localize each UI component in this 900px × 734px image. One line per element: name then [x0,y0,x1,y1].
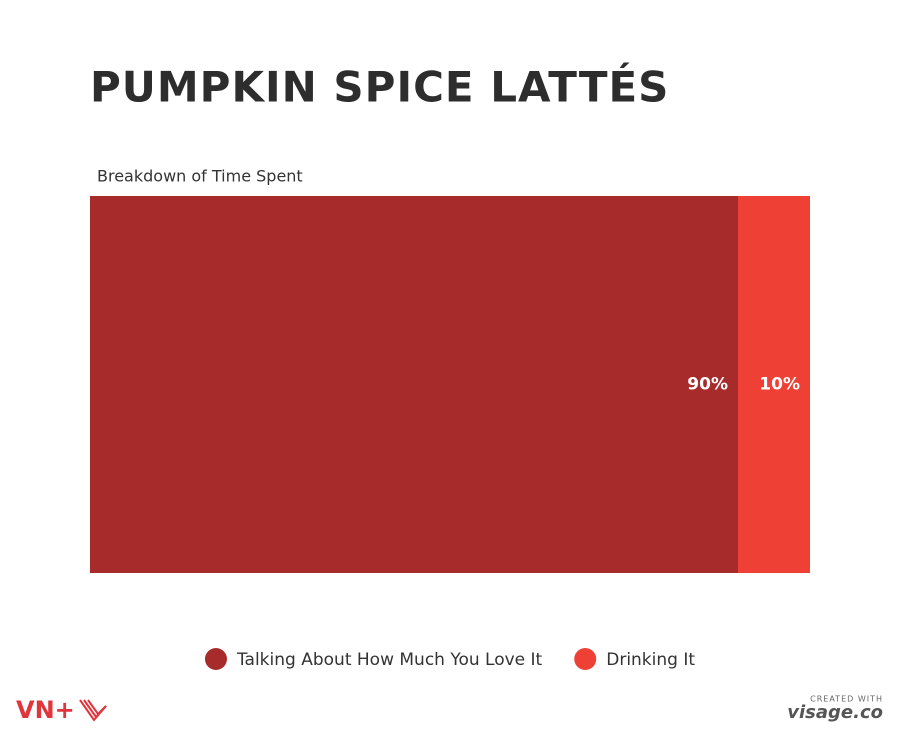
chart-title: PUMPKIN SPICE LATTÉS [90,62,669,112]
value-label: 10% [759,375,800,395]
logo: VN+ [16,696,107,724]
credit[interactable]: visage.co [787,702,883,723]
legend-swatch [204,648,227,670]
logo-text: VN+ [16,696,75,724]
bar-segment [738,196,810,573]
logo-icon [79,699,107,722]
bar-segment [90,196,738,573]
chart-subtitle: Breakdown of Time Spent [97,167,303,186]
legend: Talking About How Much You Love It Drinki… [204,648,695,670]
legend-label: Talking About How Much You Love It [236,650,543,670]
credit-prefix: CREATED WITH [810,695,883,704]
legend-swatch [574,648,597,670]
value-label: 90% [687,375,728,395]
legend-label: Drinking It [606,650,695,670]
